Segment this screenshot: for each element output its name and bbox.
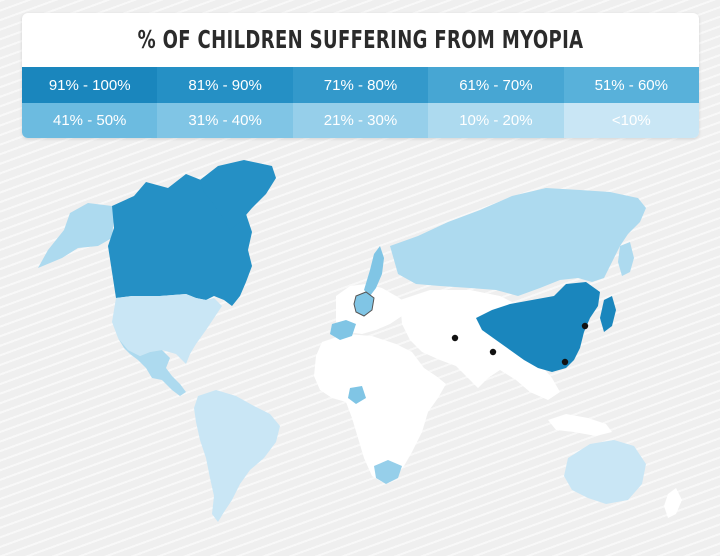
region-alaska [38,203,114,268]
region-germany [353,291,375,317]
legend-item: 81% - 90% [157,67,293,103]
region-south-america [194,390,280,522]
world-map [38,160,682,522]
region-china [476,282,600,372]
map-title: % OF CHILDREN SUFFERING FROM MYOPIA [137,25,584,54]
legend-item: <10% [563,103,699,138]
legend-item: 41% - 50% [22,103,158,138]
region-japan [600,296,616,332]
region-russia [390,188,646,296]
city-marker [561,358,569,366]
legend-grid: 91% - 100% 81% - 90% 71% - 80% 61% - 70%… [22,67,699,138]
legend-card: % OF CHILDREN SUFFERING FROM MYOPIA 91% … [22,13,699,138]
region-russia-east [618,242,634,276]
region-south-africa [374,460,402,484]
region-indonesia [548,414,612,436]
legend-item: 61% - 70% [428,67,564,103]
region-iberia [330,320,356,340]
legend-item: 21% - 30% [292,103,429,138]
region-west-africa-spot [348,386,366,404]
region-usa [112,294,222,364]
city-marker [489,348,497,356]
city-marker [581,322,589,330]
region-mexico [118,338,186,396]
legend-item: 51% - 60% [563,67,699,103]
region-africa [314,334,446,482]
region-australia [564,440,646,504]
legend-item: 31% - 40% [157,103,293,138]
legend-item: 71% - 80% [292,67,429,103]
region-greenland [200,160,276,230]
region-new-zealand [664,488,682,518]
city-marker [451,334,459,342]
legend-item: 91% - 100% [22,67,158,103]
region-scandinavia [364,246,384,296]
legend-item: 10% - 20% [428,103,564,138]
